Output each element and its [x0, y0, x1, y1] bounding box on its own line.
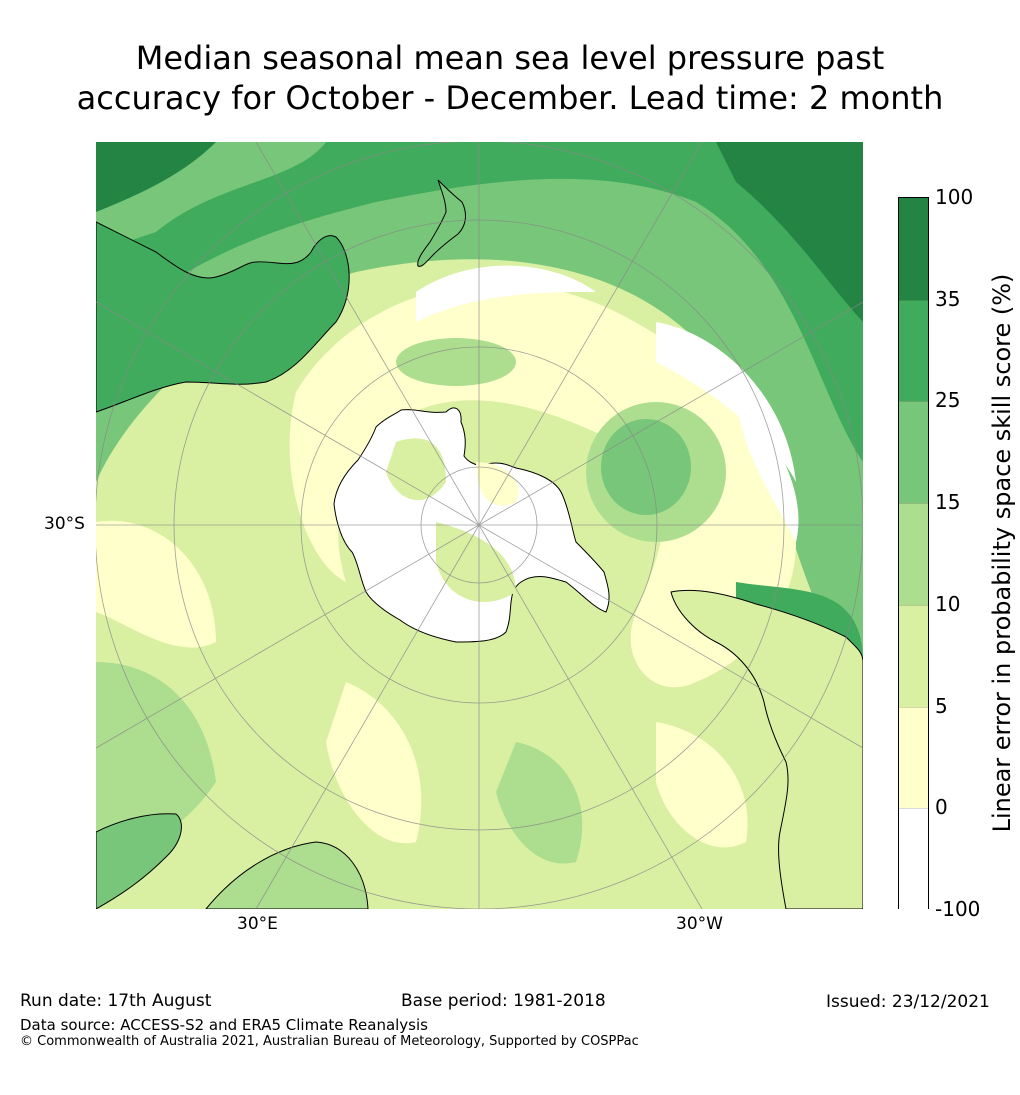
antarctica-field-2: [436, 522, 516, 602]
colorbar-bin: [899, 299, 928, 403]
field-15-25-east: [601, 419, 691, 515]
field-0-5-se: [656, 722, 748, 848]
colorbar-bin: [899, 706, 928, 810]
africa-coast: [96, 813, 182, 909]
colorbar-bin: [899, 604, 928, 708]
colorbar-tick-label: 100: [935, 185, 974, 209]
field-0-5-south: [326, 682, 422, 844]
south-america-coast: [670, 589, 863, 909]
field-35-100-ne: [716, 142, 863, 322]
colorbar-bin: [899, 198, 928, 300]
field-neg-east: [736, 402, 799, 542]
southern-africa-coast: [205, 841, 369, 909]
field-10-15-sw: [96, 662, 216, 850]
field-neg-ne: [656, 322, 796, 482]
field-25-35: [96, 142, 863, 462]
field-neg-north: [416, 265, 596, 322]
base-period: Base period: 1981-2018: [401, 991, 606, 1011]
antarctica-field-3: [476, 462, 519, 506]
colorbar-bin: [899, 401, 928, 505]
title-line-1: Median seasonal mean sea level pressure …: [135, 39, 885, 77]
latitude-label-30s: 30°S: [44, 514, 85, 534]
colorbar-tick-label: 5: [935, 693, 948, 718]
australia-coast: [96, 221, 350, 413]
colorbar-bin: [899, 808, 928, 911]
colorbar-label: Linear error in probability space skill …: [988, 273, 1016, 833]
colorbar: [898, 197, 929, 911]
colorbar-bin: [899, 503, 928, 606]
antarctica-field-1: [386, 438, 446, 501]
colorbar-tick-label: 15: [935, 490, 961, 515]
longitude-label-30e: 30°E: [237, 914, 278, 934]
copyright: © Commonwealth of Australia 2021, Austra…: [20, 1034, 639, 1049]
map-canvas: [96, 142, 863, 909]
graticule: [96, 142, 863, 909]
colorbar-tick-label: 35: [935, 286, 961, 311]
field-0-5-ring: [289, 283, 796, 688]
new-zealand-coast: [417, 179, 466, 267]
longitude-label-30w: 30°W: [676, 914, 723, 934]
data-source: Data source: ACCESS-S2 and ERA5 Climate …: [20, 1016, 428, 1034]
colorbar-tick-label: 0: [935, 795, 948, 820]
field-10-15-south: [496, 742, 583, 864]
map-title: Median seasonal mean sea level pressure …: [0, 38, 1020, 118]
polar-map: [96, 142, 863, 909]
colorbar-tick-label: -100: [935, 897, 981, 921]
colorbar-tick-label: 25: [935, 388, 961, 413]
title-line-2: accuracy for October - December. Lead ti…: [76, 79, 944, 117]
colorbar-tick-label: 10: [935, 591, 961, 616]
issued-date: Issued: 23/12/2021: [826, 992, 990, 1012]
field-10-15-north: [396, 338, 516, 386]
run-date: Run date: 17th August: [20, 991, 212, 1011]
field-35-100-nw: [96, 142, 216, 212]
field-0-5-west: [96, 520, 216, 648]
